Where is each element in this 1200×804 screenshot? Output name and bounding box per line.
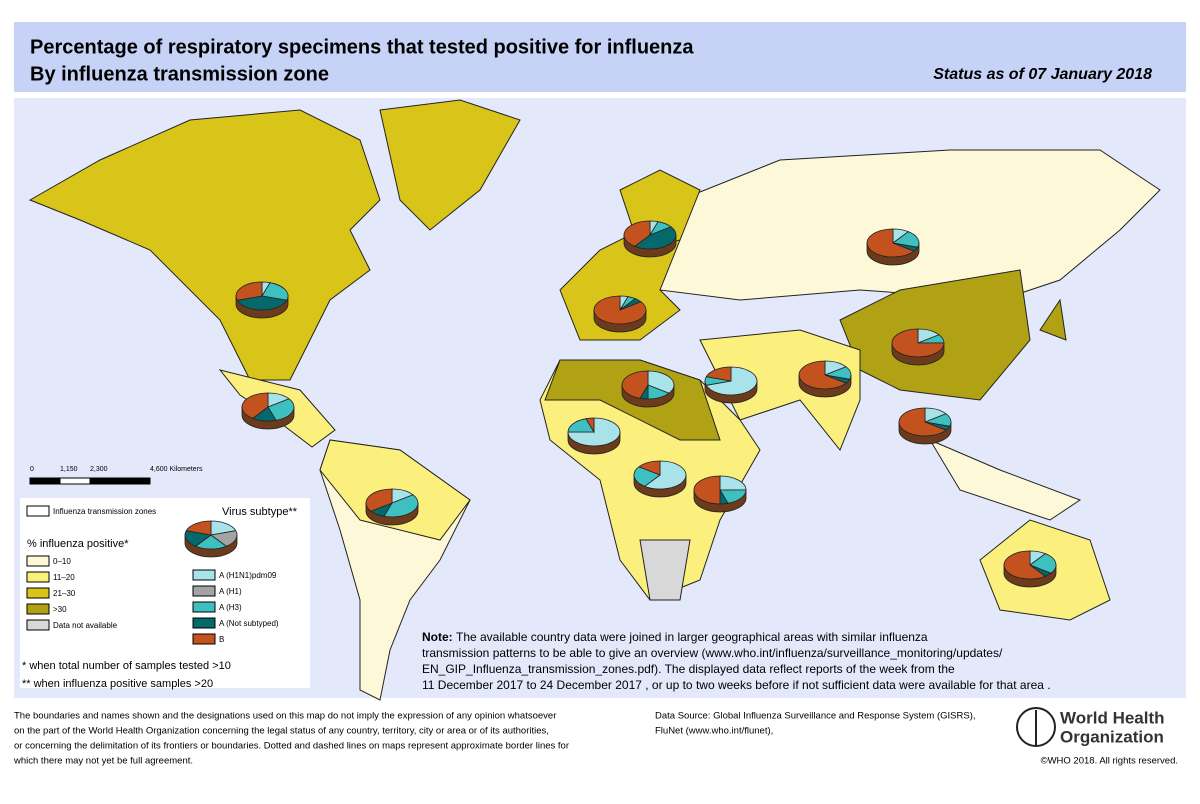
scale-label: 4,600 Kilometers — [150, 466, 203, 473]
pie-slice — [241, 392, 269, 419]
footnote: * when total number of samples tested >1… — [22, 660, 231, 672]
pie-slice — [705, 366, 758, 396]
subtype-label: A (Not subtyped) — [219, 619, 279, 628]
disclaimer: The boundaries and names shown and the d… — [14, 711, 556, 722]
pie-slice — [593, 295, 647, 325]
scale-segment — [59, 477, 91, 485]
pie-slice — [621, 370, 649, 399]
positive-label: 0–10 — [53, 557, 71, 566]
note-line: EN_GIP_Influenza_transmission_zones.pdf)… — [422, 662, 955, 676]
positive-label: 21–30 — [53, 589, 76, 598]
pie-slice — [623, 220, 651, 247]
zone-swatch — [26, 505, 50, 517]
who-logo: World Health — [1060, 708, 1165, 727]
legend: Influenza transmission zones % influenza … — [26, 505, 298, 645]
southern-africa — [639, 539, 691, 601]
subtype-label: A (H3) — [219, 603, 242, 612]
subtype-label: B — [219, 635, 224, 644]
subtype-label: A (H1N1)pdm09 — [219, 571, 277, 580]
pie-slice — [898, 407, 947, 437]
pie-slice — [236, 295, 288, 311]
pie-slice — [643, 460, 687, 490]
pie-slice — [866, 228, 915, 258]
scale-label: 0 — [30, 466, 34, 473]
pie-slice — [638, 460, 661, 476]
positive-swatch — [26, 571, 50, 583]
data-source: Data Source: Global Influenza Surveillan… — [655, 711, 976, 722]
pie-slice — [719, 475, 747, 491]
positive-label: 11–20 — [53, 573, 75, 582]
pie-slice — [567, 417, 621, 447]
positive-label: >30 — [53, 605, 67, 614]
northern-asia — [659, 149, 1161, 301]
legend-title: % influenza positive* — [27, 538, 129, 550]
footnote: ** when influenza positive samples >20 — [22, 678, 213, 690]
pie-slice — [693, 475, 721, 505]
scale-label: 1,150 — [60, 466, 78, 473]
data-source: FluNet (www.who.int/flunet), — [655, 726, 773, 737]
subtitle: By influenza transmission zone — [30, 63, 329, 85]
pie-slice — [705, 366, 732, 382]
positive-swatch — [26, 603, 50, 615]
scale-segment — [29, 477, 61, 485]
japan — [1039, 298, 1067, 341]
pie-slice — [365, 488, 393, 512]
disclaimer: on the part of the World Health Organiza… — [14, 726, 549, 737]
note-line: transmission patterns to be able to give… — [422, 646, 1003, 660]
subtype-swatch — [192, 585, 216, 597]
positive-swatch — [26, 619, 50, 631]
greenland — [379, 99, 521, 231]
legend-title: Virus subtype** — [222, 506, 298, 518]
pie-slice — [647, 370, 675, 394]
scale-label: 2,300 — [90, 466, 108, 473]
disclaimer: which there may not yet be full agreemen… — [13, 756, 193, 767]
title: Percentage of respiratory specimens that… — [30, 36, 694, 58]
header-band — [14, 22, 1186, 92]
note-line: The available country data were joined i… — [456, 630, 928, 644]
pie-slice — [185, 520, 212, 536]
legend-box — [20, 498, 310, 688]
pie-slice — [1003, 550, 1047, 580]
status: Status as of 07 January 2018 — [933, 66, 1152, 83]
pie-slice — [1029, 553, 1057, 574]
subtype-label: A (H1) — [219, 587, 242, 596]
pie-slice — [585, 417, 595, 434]
pie-slice — [633, 466, 661, 487]
pie-slice — [261, 282, 289, 301]
pie-slice — [798, 360, 847, 390]
subtype-swatch — [192, 569, 216, 581]
north-america — [28, 109, 381, 381]
positive-swatch — [26, 555, 50, 567]
copyright: ©WHO 2018. All rights reserved. — [1041, 756, 1178, 767]
southeast-asia — [928, 438, 1082, 521]
subtype-swatch — [192, 633, 216, 645]
disclaimer: or concerning the delimitation of its fr… — [14, 741, 569, 752]
who-emblem — [1016, 707, 1056, 747]
note-label: Note: — [422, 630, 453, 644]
pies — [235, 220, 1057, 588]
pie-slice — [633, 226, 677, 250]
pie-slice — [891, 328, 945, 358]
note-line: 11 December 2017 to 24 December 2017 , o… — [422, 678, 1051, 692]
subtype-swatch — [192, 617, 216, 629]
zone-label: Influenza transmission zones — [53, 507, 156, 516]
pie-slice — [235, 281, 263, 301]
scale-bar: 0 1,150 2,300 4,600 Kilometers — [29, 466, 203, 485]
pie-slice — [383, 494, 419, 518]
pie-slice — [267, 398, 295, 421]
europe — [559, 229, 681, 341]
positive-swatch — [26, 587, 50, 599]
scale-segment — [89, 477, 151, 485]
subtype-swatch — [192, 601, 216, 613]
who-logo: Organization — [1060, 727, 1164, 746]
positive-label: Data not available — [53, 621, 118, 630]
